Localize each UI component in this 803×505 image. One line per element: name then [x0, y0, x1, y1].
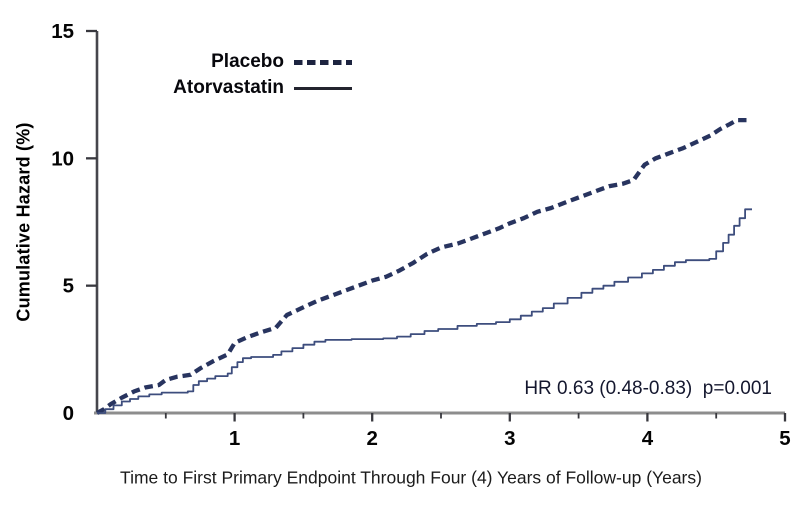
y-tick-label: 0 [63, 402, 74, 425]
atorvastatin-curve [97, 208, 752, 414]
placebo-dashed-line-sample [294, 59, 352, 65]
x-tick-label: 5 [779, 427, 790, 450]
legend-item-placebo: Placebo [0, 51, 352, 73]
x-tick-label: 3 [504, 427, 515, 450]
curves [95, 117, 752, 415]
x-tick-label: 4 [642, 427, 654, 450]
axes [94, 31, 785, 415]
tick-marks [86, 29, 787, 422]
legend-label-placebo: Placebo [211, 51, 284, 72]
atorvastatin-solid-line-sample [294, 86, 352, 90]
y-tick-label: 5 [63, 275, 74, 298]
hazard-ratio-annotation: HR 0.63 (0.48-0.83) p=0.001 [524, 378, 772, 399]
tick-labels: 0 5 10 15 1 2 3 4 5 [51, 20, 791, 450]
x-axis-title: Time to First Primary Endpoint Through F… [120, 467, 702, 488]
x-tick-label: 1 [229, 427, 240, 450]
legend-item-atorvastatin: Atorvastatin [0, 77, 352, 99]
legend-label-atorvastatin: Atorvastatin [173, 77, 284, 98]
x-tick-label: 2 [366, 427, 377, 450]
y-axis-title: Cumulative Hazard (%) [13, 122, 34, 322]
y-tick-label: 10 [51, 147, 74, 170]
placebo-curve [95, 117, 747, 415]
y-tick-label: 15 [51, 20, 74, 43]
